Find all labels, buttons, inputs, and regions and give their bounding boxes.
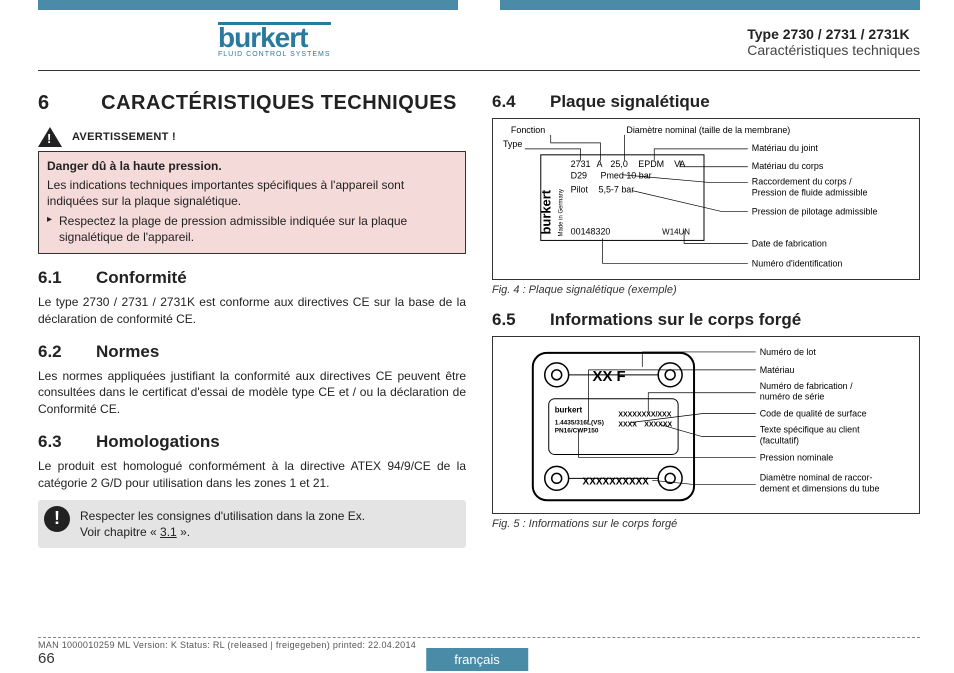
callout-body-material: Matériau du corps (752, 161, 824, 171)
section-6-1-heading: 6.1 Conformité (38, 268, 466, 288)
forge-fab-text: XXXXXXXX/XXX (618, 412, 671, 419)
forge-top-text: XX F (593, 368, 626, 385)
plate-function: A (597, 159, 603, 169)
section-6-3-body: Le produit est homologué conformément à … (38, 458, 466, 492)
plate-date: W14UN (662, 227, 690, 236)
forge-bottom-text: XXXXXXXXXX (583, 476, 650, 487)
subsection-number: 6.1 (38, 268, 70, 288)
right-column: 6.4 Plaque signalétique burkert Made in … (492, 92, 920, 632)
callout-type: Type (503, 139, 522, 149)
warning-paragraph-1: Les indications techniques importantes s… (47, 177, 457, 209)
subsection-title: Homologations (96, 432, 220, 452)
section-6-5-heading: 6.5 Informations sur le corps forgé (492, 310, 920, 330)
chapter-3-1-link[interactable]: 3.1 (160, 525, 177, 539)
callout-pilot-pressure: Pression de pilotage admissible (752, 207, 878, 217)
header-accent-bar-right (500, 0, 920, 10)
language-badge: français (426, 648, 528, 671)
nameplate-svg: burkert Made in Germany 2731 A 25,0 EPDM… (493, 119, 919, 280)
forge-pn-text: PN16/CWP150 (555, 428, 599, 435)
callout-material: Matériau (760, 365, 795, 375)
subsection-number: 6.5 (492, 310, 524, 330)
page-header: burkert FLUID CONTROL SYSTEMS Type 2730 … (38, 12, 920, 71)
callout-lot: Numéro de lot (760, 347, 817, 357)
note-line-2: Voir chapitre « 3.1 ». (80, 524, 456, 540)
callout-fab-2: numéro de série (760, 392, 825, 402)
subsection-title: Normes (96, 342, 159, 362)
callout-connection-1: Raccordement du corps / (752, 177, 852, 187)
plate-logo: burkert (539, 189, 554, 234)
section-title: CARACTÉRISTIQUES TECHNIQUES (92, 92, 466, 115)
callout-customer-1: Texte spécifique au client (760, 425, 860, 435)
callout-function: Fonction (511, 125, 545, 135)
section-6-2-body: Les normes appliquées justifiant la conf… (38, 368, 466, 418)
forged-body-diagram: XX F burkert 1.4435/316L(VS) PN16/CWP150… (492, 336, 920, 514)
forge-cust-text: XXXXXX (644, 422, 672, 429)
plate-pilot-range: 5,5-7 bar (598, 185, 634, 195)
subsection-title: Plaque signalétique (550, 92, 710, 112)
figure-4-caption: Fig. 4 : Plaque signalétique (exemple) (492, 284, 920, 296)
callout-nominal-pressure: Pression nominale (760, 452, 834, 462)
header-type-line: Type 2730 / 2731 / 2731K (747, 26, 920, 42)
header-accent-bar-left (38, 0, 458, 10)
forge-material-text: 1.4435/316L(VS) (555, 420, 604, 427)
forge-surf-text: XXXX (618, 422, 637, 429)
ex-zone-note: ! Respecter les consignes d'utilisation … (38, 500, 466, 548)
section-6-2-heading: 6.2 Normes (38, 342, 466, 362)
section-number: 6 (38, 92, 62, 115)
callout-seal-material: Matériau du joint (752, 143, 819, 153)
plate-made-in: Made in Germany (559, 189, 565, 236)
note-line-1: Respecter les consignes d'utilisation da… (80, 508, 456, 524)
plate-seal: EPDM (638, 159, 664, 169)
section-6-3-heading: 6.3 Homologations (38, 432, 466, 452)
subsection-title: Informations sur le corps forgé (550, 310, 801, 330)
callout-diameter-1: Diamètre nominal de raccor- (760, 472, 873, 482)
warning-triangle-icon (38, 127, 62, 147)
callout-diameter-2: dement et dimensions du tube (760, 483, 880, 493)
plate-ident: 00148320 (571, 226, 611, 236)
forged-body-svg: XX F burkert 1.4435/316L(VS) PN16/CWP150… (493, 337, 919, 514)
callout-customer-2: (facultatif) (760, 435, 799, 445)
subsection-number: 6.4 (492, 92, 524, 112)
plate-pilot-label: Pilot (571, 185, 589, 195)
figure-5-caption: Fig. 5 : Informations sur le corps forgé (492, 518, 920, 530)
section-6-heading: 6 CARACTÉRISTIQUES TECHNIQUES (38, 92, 466, 115)
section-6-1-body: Le type 2730 / 2731 / 2731K est conforme… (38, 294, 466, 328)
exclamation-circle-icon: ! (44, 506, 70, 532)
warning-box: Danger dû à la haute pression. Les indic… (38, 151, 466, 254)
subsection-number: 6.2 (38, 342, 70, 362)
subsection-number: 6.3 (38, 432, 70, 452)
left-column: 6 CARACTÉRISTIQUES TECHNIQUES AVERTISSEM… (38, 92, 466, 632)
callout-diameter: Diamètre nominal (taille de la membrane) (626, 125, 790, 135)
plate-dn: 25,0 (610, 159, 627, 169)
header-subtitle: Caractéristiques techniques (747, 42, 920, 58)
forge-logo: burkert (555, 406, 583, 415)
callout-surface: Code de qualité de surface (760, 409, 867, 419)
page-number: 66 (38, 650, 416, 667)
plate-pmed: Pmed 10 bar (600, 171, 651, 181)
callout-ident-number: Numéro d'identification (752, 258, 843, 268)
subsection-title: Conformité (96, 268, 187, 288)
callout-mfg-date: Date de fabrication (752, 238, 827, 248)
warning-paragraph-2: Respectez la plage de pression admissibl… (47, 213, 457, 245)
section-6-4-heading: 6.4 Plaque signalétique (492, 92, 920, 112)
callout-connection-2: Pression de fluide admissible (752, 188, 868, 198)
warning-bold-line: Danger dû à la haute pression. (47, 158, 457, 174)
warning-label: AVERTISSEMENT ! (72, 131, 176, 143)
plate-conn: D29 (571, 171, 587, 181)
nameplate-diagram: burkert Made in Germany 2731 A 25,0 EPDM… (492, 118, 920, 280)
footer-man-string: MAN 1000010259 ML Version: K Status: RL … (38, 640, 416, 650)
burkert-logo: burkert FLUID CONTROL SYSTEMS (218, 22, 331, 58)
callout-fab-1: Numéro de fabrication / (760, 381, 853, 391)
logo-wordmark: burkert (218, 22, 331, 49)
